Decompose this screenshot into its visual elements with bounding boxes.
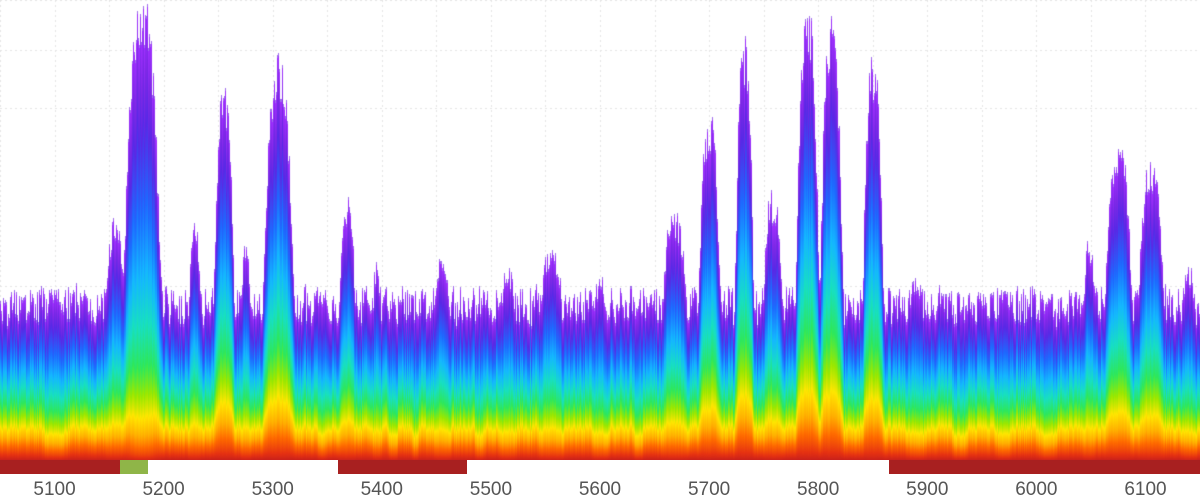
x-tick-label: 5400	[361, 479, 403, 501]
channel-band-segment	[889, 460, 1200, 474]
x-tick-label: 5700	[688, 479, 730, 501]
channel-band-segment	[120, 460, 148, 474]
spectrum-analyzer-chart: 5100 5200 5300 5400 5500 5600 5700 5800 5900 6000…	[0, 0, 1200, 503]
spectrum-canvas	[0, 0, 1200, 460]
x-tick-label: 5300	[252, 479, 294, 501]
x-tick-label: 6000	[1015, 479, 1057, 501]
channel-band-segment	[338, 460, 467, 474]
x-tick-label: 5500	[470, 479, 512, 501]
x-tick-label: 5900	[906, 479, 948, 501]
x-tick-label: 5100	[33, 479, 75, 501]
x-tick-label: 5600	[579, 479, 621, 501]
x-axis: 5100 5200 5300 5400 5500 5600 5700 5800 5900 6000…	[0, 476, 1200, 503]
x-tick-label: 5800	[797, 479, 839, 501]
x-tick-label: 6100	[1124, 479, 1166, 501]
x-tick-label: 5200	[142, 479, 184, 501]
channel-band-strip	[0, 460, 1200, 474]
channel-band-segment	[0, 460, 120, 474]
